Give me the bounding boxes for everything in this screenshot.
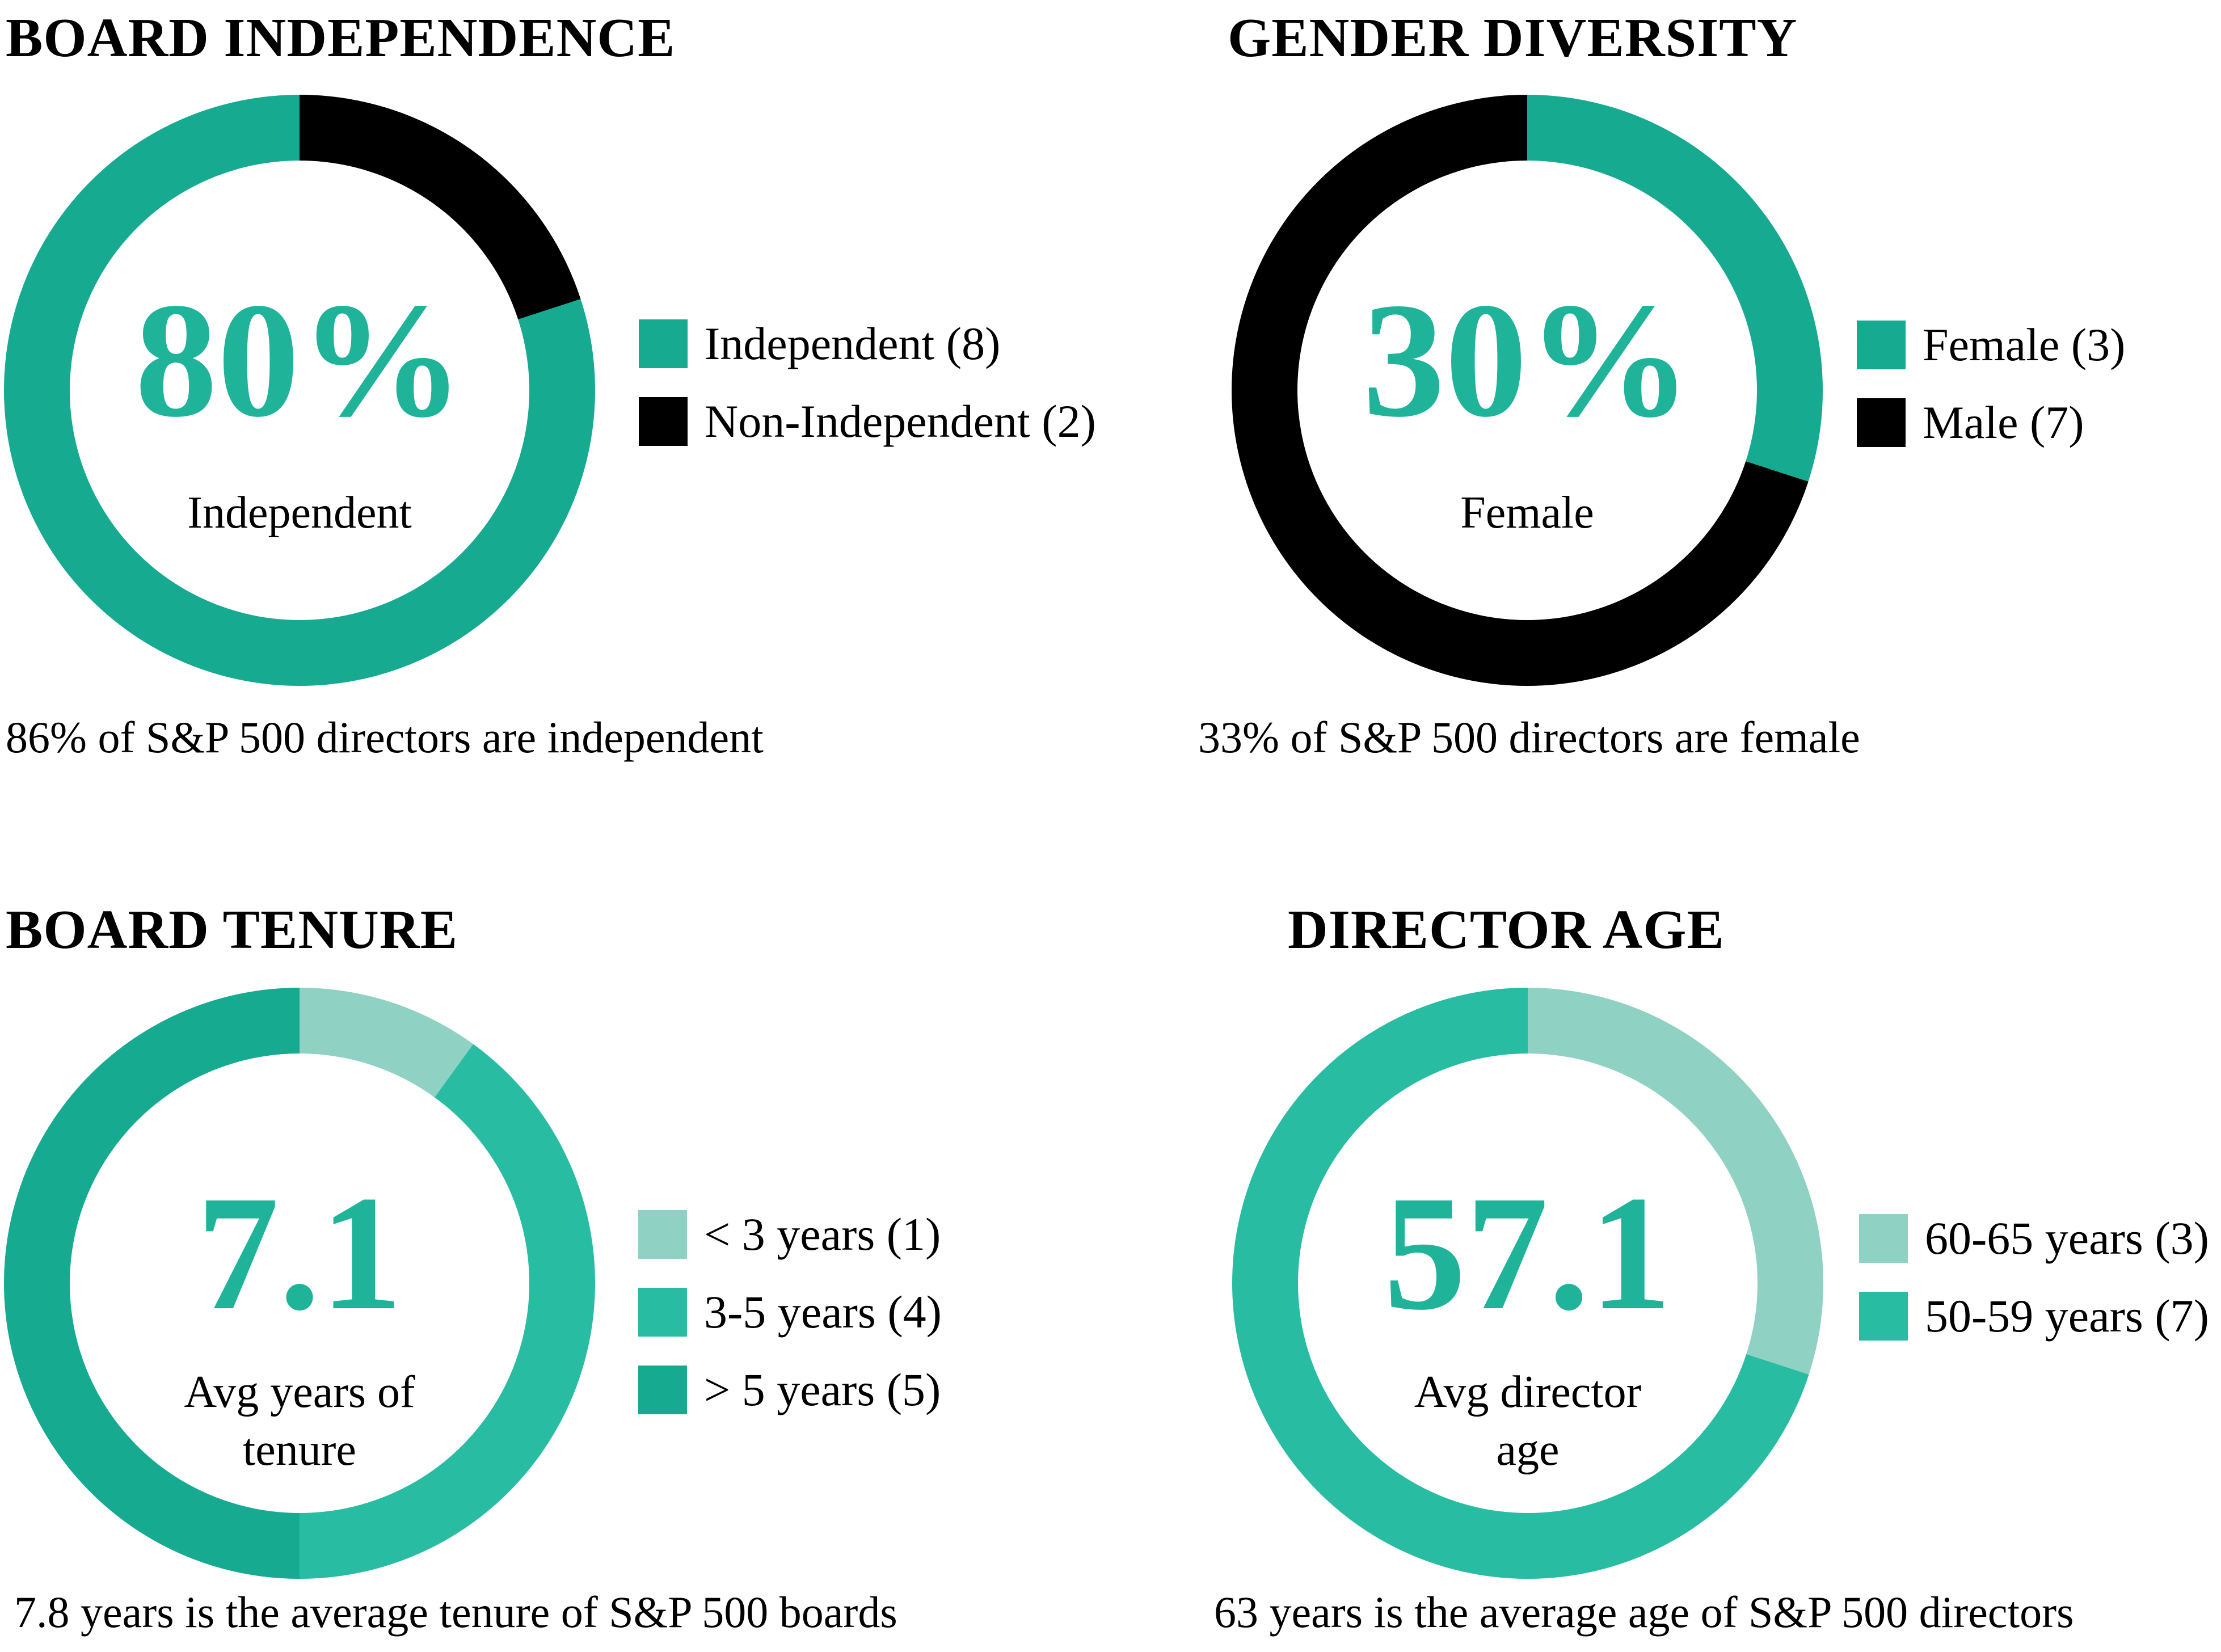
center-label: Avg director age	[1232, 1363, 1823, 1479]
legend-item: 3-5 years (4)	[638, 1288, 942, 1337]
center-label: Female	[1232, 484, 1823, 542]
legend: < 3 years (1) 3-5 years (4) > 5 years (5…	[638, 1210, 942, 1443]
chart-caption: 7.8 years is the average tenure of S&P 5…	[14, 1587, 897, 1637]
legend-item: 60-65 years (3)	[1859, 1214, 2209, 1263]
center-value: 80%	[135, 269, 464, 451]
center-label-line: tenure	[243, 1425, 356, 1475]
legend-swatch	[638, 1288, 687, 1337]
legend-item: Independent (8)	[639, 319, 1096, 368]
donut-chart: 30% Female	[1232, 95, 1823, 686]
donut-chart: 80% Independent	[4, 95, 595, 686]
legend-item: 50-59 years (7)	[1859, 1292, 2209, 1341]
legend-swatch	[639, 319, 688, 368]
legend-label: < 3 years (1)	[704, 1208, 941, 1260]
chart-caption: 86% of S&P 500 directors are independent	[6, 713, 764, 762]
center-value: 57.1	[1384, 1162, 1672, 1344]
legend-label: Female (3)	[1923, 319, 2126, 370]
chart-title: GENDER DIVERSITY	[1228, 7, 1798, 69]
legend-item: Female (3)	[1857, 321, 2125, 369]
legend-swatch	[639, 397, 688, 446]
legend: 60-65 years (3) 50-59 years (7)	[1859, 1214, 2209, 1369]
center-value: 7.1	[196, 1162, 403, 1344]
legend-swatch	[1859, 1292, 1908, 1341]
legend-item: Non-Independent (2)	[639, 397, 1096, 446]
center-label: Independent	[4, 484, 595, 542]
legend-swatch	[1857, 321, 1906, 369]
center-label-line: Avg director	[1414, 1367, 1642, 1417]
donut-hole	[1298, 1053, 1758, 1513]
center-label: Avg years of tenure	[4, 1363, 595, 1479]
legend-item: > 5 years (5)	[638, 1366, 942, 1414]
donut-chart: 57.1 Avg director age	[1232, 988, 1823, 1579]
legend-swatch	[638, 1210, 687, 1259]
legend-swatch	[1859, 1214, 1908, 1263]
center-label-line: age	[1496, 1425, 1560, 1475]
chart-caption: 33% of S&P 500 directors are female	[1198, 713, 1860, 762]
legend-item: Male (7)	[1857, 398, 2125, 447]
chart-title: BOARD TENURE	[6, 899, 458, 960]
donut-hole	[70, 161, 529, 620]
legend-label: 50-59 years (7)	[1925, 1290, 2209, 1342]
center-label-line: Female	[1460, 488, 1594, 538]
legend-label: 60-65 years (3)	[1925, 1212, 2209, 1264]
legend-label: Non-Independent (2)	[705, 395, 1096, 447]
legend-label: > 5 years (5)	[704, 1364, 941, 1415]
center-value: 30%	[1363, 269, 1692, 451]
legend-label: 3-5 years (4)	[704, 1286, 942, 1338]
donut-hole	[70, 1053, 529, 1513]
chart-title: DIRECTOR AGE	[1288, 899, 1725, 960]
center-label-line: Independent	[187, 488, 412, 538]
legend-item: < 3 years (1)	[638, 1210, 942, 1259]
legend-swatch	[1857, 398, 1906, 447]
donut-hole	[1297, 161, 1757, 620]
legend: Independent (8) Non-Independent (2)	[639, 319, 1096, 475]
chart-caption: 63 years is the average age of S&P 500 d…	[1214, 1587, 2074, 1637]
legend-label: Male (7)	[1923, 397, 2084, 448]
legend-swatch	[638, 1366, 687, 1414]
center-label-line: Avg years of	[184, 1367, 415, 1417]
donut-chart: 7.1 Avg years of tenure	[4, 988, 595, 1579]
chart-title: BOARD INDEPENDENCE	[6, 7, 676, 69]
legend-label: Independent (8)	[705, 318, 1001, 369]
legend: Female (3) Male (7)	[1857, 321, 2125, 476]
